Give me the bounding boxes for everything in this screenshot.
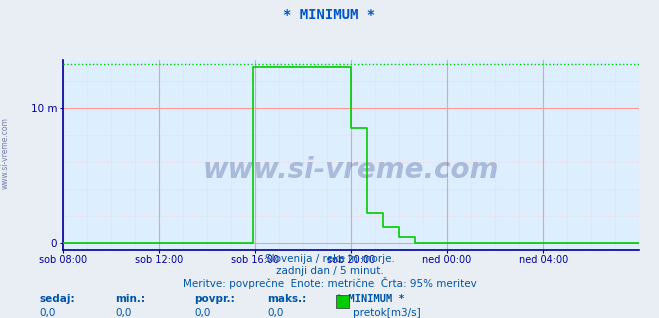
Text: povpr.:: povpr.: <box>194 294 235 304</box>
Text: * MINIMUM *: * MINIMUM * <box>283 8 376 22</box>
Text: min.:: min.: <box>115 294 146 304</box>
Text: 0,0: 0,0 <box>194 308 211 318</box>
Text: Meritve: povprečne  Enote: metrične  Črta: 95% meritev: Meritve: povprečne Enote: metrične Črta:… <box>183 277 476 289</box>
Text: 0,0: 0,0 <box>267 308 283 318</box>
Text: www.si-vreme.com: www.si-vreme.com <box>203 156 499 184</box>
Text: sedaj:: sedaj: <box>40 294 75 304</box>
Text: 0,0: 0,0 <box>115 308 132 318</box>
Text: www.si-vreme.com: www.si-vreme.com <box>1 117 10 189</box>
Text: Slovenija / reke in morje.: Slovenija / reke in morje. <box>264 254 395 264</box>
Text: 0,0: 0,0 <box>40 308 56 318</box>
Text: maks.:: maks.: <box>267 294 306 304</box>
Text: pretok[m3/s]: pretok[m3/s] <box>353 308 421 318</box>
Text: zadnji dan / 5 minut.: zadnji dan / 5 minut. <box>275 266 384 275</box>
Text: * MINIMUM *: * MINIMUM * <box>336 294 405 304</box>
